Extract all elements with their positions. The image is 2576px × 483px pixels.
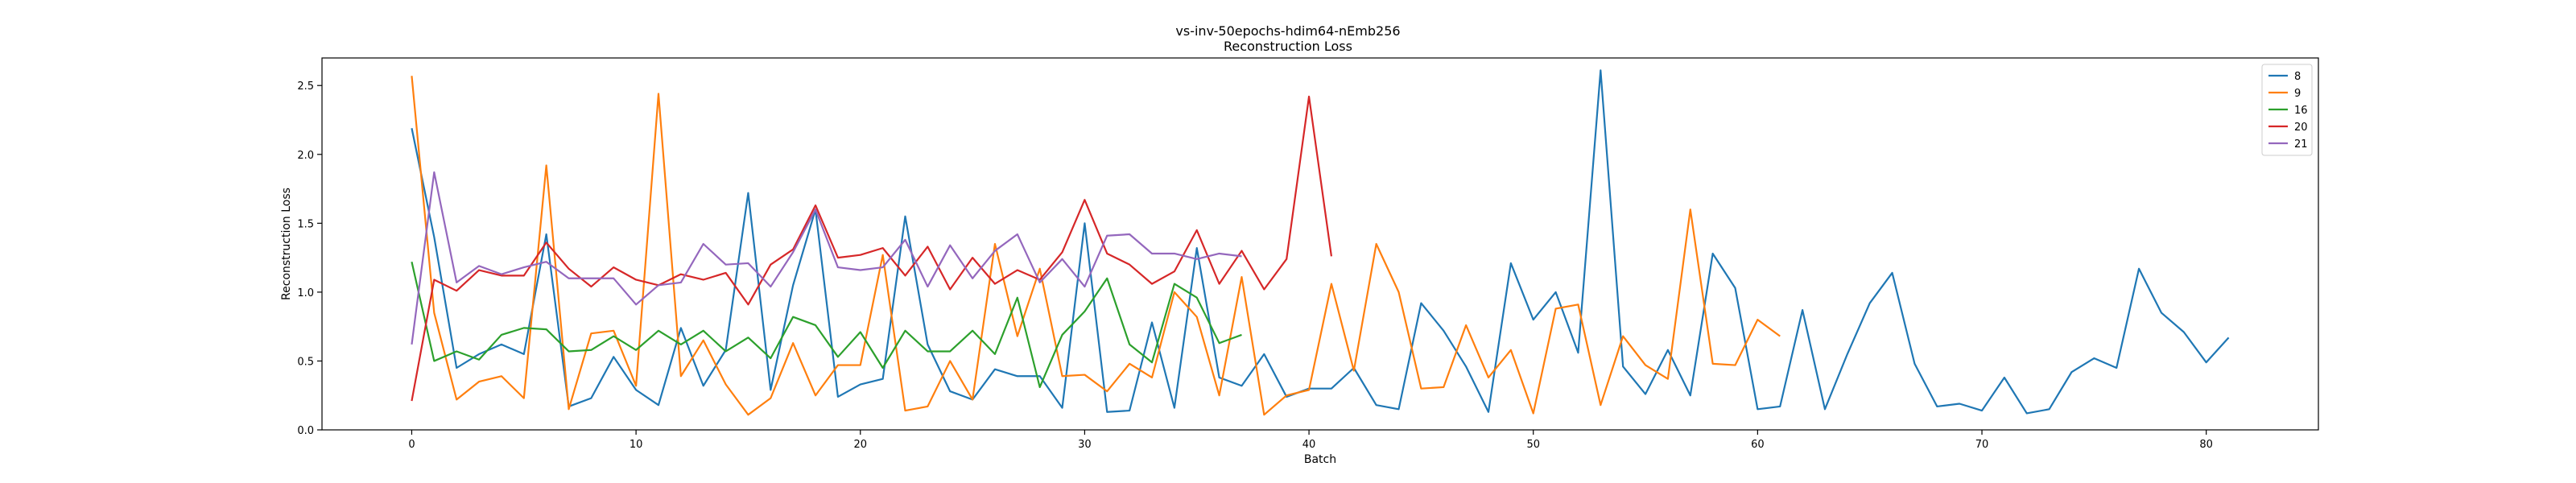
series-line-8 [411,69,2230,415]
x-tick-label: 50 [1526,439,1540,451]
x-tick-label: 30 [1078,439,1092,451]
legend: 8 9 16 20 21 [2261,64,2313,156]
x-tick-label: 70 [1975,439,1989,451]
series-line-9 [411,76,1781,416]
legend-label: 16 [2294,105,2308,117]
y-tick-label: 0.0 [297,425,314,437]
x-axis: 0 10 20 30 40 50 60 70 80 [408,430,2213,451]
series-line-16 [411,261,1242,389]
x-tick-label: 20 [853,439,867,451]
x-tick-label: 80 [2199,439,2213,451]
y-axis: 0.0 0.5 1.0 1.5 2.0 2.5 [297,80,322,437]
chart-subtitle: Reconstruction Loss [1224,39,1352,54]
chart-title: vs-inv-50epochs-hdim64-nEmb256 [1175,23,1400,39]
x-axis-label: Batch [1304,453,1336,466]
y-tick-label: 1.0 [297,287,314,299]
x-tick-label: 10 [630,439,643,451]
x-tick-label: 40 [1302,439,1316,451]
y-tick-label: 0.5 [297,356,314,368]
series-line-20 [411,95,1333,402]
y-tick-label: 1.5 [297,218,314,230]
legend-label: 20 [2294,122,2308,134]
legend-label: 21 [2294,138,2308,151]
series-layer [411,69,2230,416]
series-line-21 [411,171,1242,345]
legend-label: 8 [2294,71,2301,83]
y-tick-label: 2.5 [297,80,314,93]
y-axis-label: Reconstruction Loss [280,188,293,300]
x-tick-label: 60 [1751,439,1765,451]
x-tick-label: 0 [408,439,415,451]
plot-area [321,57,2319,431]
legend-label: 9 [2294,88,2301,100]
y-tick-label: 2.0 [297,150,314,162]
